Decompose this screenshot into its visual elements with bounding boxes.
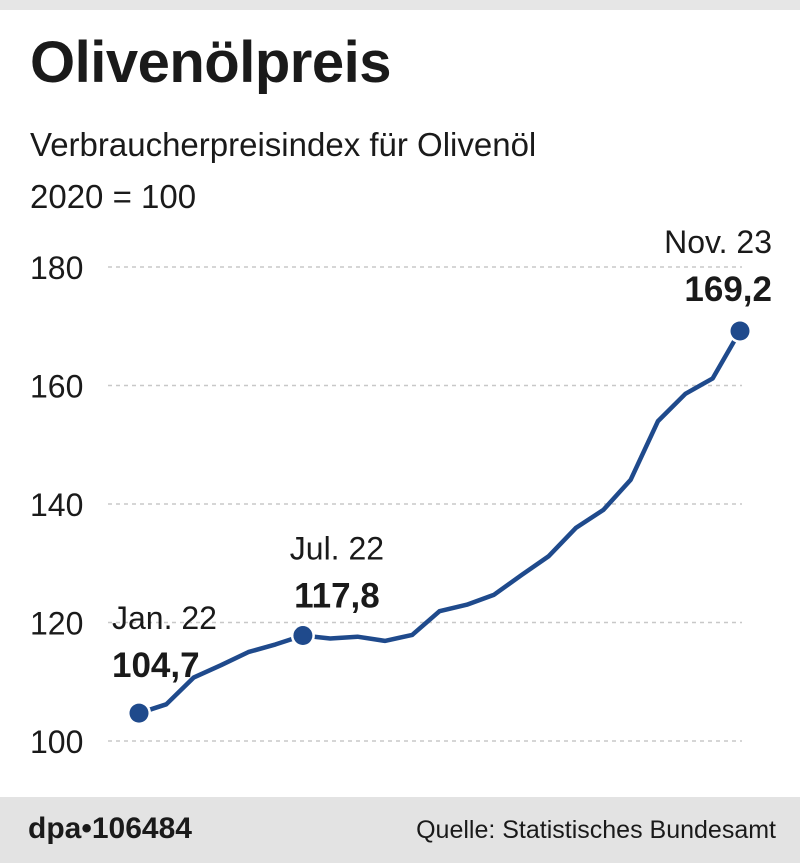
series-line [136, 328, 743, 716]
agency-id: dpa•106484 [28, 812, 192, 845]
y-tick-label-140: 140 [30, 487, 83, 523]
top-rule [0, 0, 800, 10]
annotation-value-0: 104,7 [112, 646, 200, 685]
footer: dpa•106484 Quelle: Statistisches Bundesa… [0, 797, 800, 863]
annotation-date-0: Jan. 22 [112, 600, 217, 636]
y-tick-label-120: 120 [30, 606, 83, 642]
chart-base-note: 2020 = 100 [30, 178, 197, 215]
chart-subtitle: Verbraucherpreisindex für Olivenöl [30, 126, 537, 163]
annotation-value-1: 117,8 [294, 577, 380, 616]
data-point-1 [293, 626, 313, 646]
source-credit: Quelle: Statistisches Bundesamt [416, 816, 776, 844]
line-chart: 100 120 140 160 180 Jan. 22 104,7 Jul. 22 117,8 N… [30, 224, 772, 760]
y-tick-label-100: 100 [30, 724, 83, 760]
y-tick-label-180: 180 [30, 250, 83, 286]
data-point-2 [730, 321, 750, 341]
chart-title: Olivenölpreis [30, 30, 391, 95]
annotation-date-2: Nov. 23 [664, 224, 772, 260]
annotation-date-1: Jul. 22 [290, 531, 384, 567]
y-tick-label-160: 160 [30, 369, 83, 405]
data-point-0 [129, 703, 149, 723]
annotation-value-2: 169,2 [684, 270, 772, 309]
